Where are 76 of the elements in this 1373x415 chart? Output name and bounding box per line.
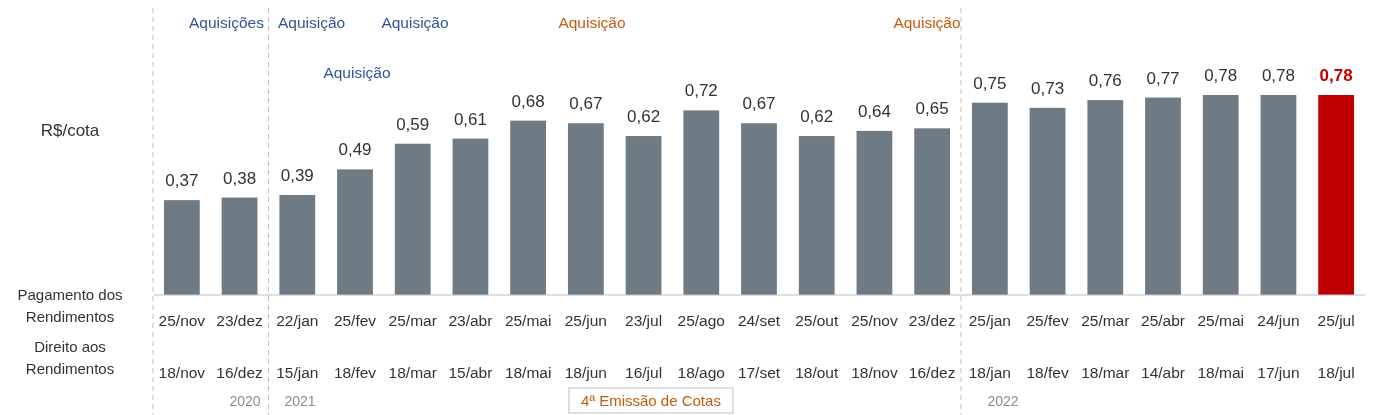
- category-label: 24/jun 17/jun: [1257, 312, 1300, 381]
- data-label: 0,76: [1088, 71, 1122, 91]
- data-label: 0,61: [453, 109, 487, 129]
- data-label: 0,49: [338, 140, 372, 160]
- data-label: 0,38: [223, 168, 257, 188]
- data-label: 0,68: [511, 91, 545, 111]
- bar: [279, 195, 316, 295]
- category-label: 23/abr 15/abr: [448, 312, 493, 381]
- text: Direito aos Rendimentos: [25, 338, 115, 377]
- text: Aquisição: [381, 14, 449, 31]
- bar: [221, 197, 258, 295]
- category-label: 25/ago 18/ago: [677, 312, 725, 381]
- data-label: 0,67: [569, 94, 603, 114]
- category-label: 25/mar 18/mar: [1081, 312, 1130, 381]
- category-label: 25/mai 18/mai: [504, 312, 552, 381]
- bar: [683, 110, 720, 295]
- category-label: 23/dez 16/dez: [216, 312, 263, 381]
- text: Aquisição: [558, 14, 626, 31]
- category-label: 24/set 17/set: [737, 312, 781, 381]
- text: 4ª Emissão de Cotas: [581, 392, 721, 409]
- category-label: 25/jan 18/jan: [968, 312, 1011, 381]
- category-label: 23/jul 16/jul: [625, 312, 663, 381]
- data-label: 0,67: [742, 94, 776, 114]
- text: 2020: [229, 393, 261, 409]
- data-label: 0,78: [1261, 66, 1295, 85]
- bar: [798, 136, 835, 295]
- bar: [337, 169, 373, 295]
- bar: [1145, 97, 1181, 295]
- text: 2022: [987, 393, 1019, 409]
- bar: [856, 130, 893, 295]
- data-label: 0,72: [684, 81, 718, 101]
- category-label: 25/jul 18/jul: [1317, 312, 1355, 381]
- data-label: 0,78: [1204, 66, 1238, 85]
- data-label: 0,75: [973, 73, 1007, 93]
- category-label: 22/jan 15/jan: [276, 312, 319, 381]
- bar: [567, 123, 604, 295]
- category-label: 25/mar 18/mar: [388, 312, 437, 381]
- bar: [510, 120, 547, 295]
- data-label: 0,62: [627, 107, 661, 127]
- data-label: 0,62: [800, 107, 834, 127]
- bar: [394, 143, 431, 295]
- category-label: 25/mai 18/mai: [1197, 312, 1244, 381]
- bar: [452, 138, 489, 295]
- bar: [971, 102, 1008, 295]
- bar: [625, 136, 662, 295]
- bar: [741, 123, 777, 295]
- category-label: 25/out 18/out: [795, 312, 839, 381]
- category-label: 25/fev 18/fev: [333, 312, 377, 381]
- y-axis-title: R$/cota: [40, 121, 100, 140]
- text: Aquisição: [323, 64, 391, 81]
- category-label: 25/nov 18/nov: [158, 312, 206, 381]
- data-label: 0,37: [165, 171, 199, 191]
- data-label: 0,65: [915, 99, 949, 119]
- data-label: 0,77: [1146, 68, 1180, 88]
- bar: [914, 128, 951, 295]
- category-label: 25/nov 18/nov: [851, 312, 898, 381]
- data-label: 0,39: [280, 166, 314, 185]
- data-label: 0,59: [396, 114, 430, 134]
- text: Aquisição: [893, 14, 961, 31]
- category-label: 25/jun 18/jun: [564, 312, 607, 381]
- data-label: 0,64: [857, 101, 891, 121]
- bar: [1202, 95, 1239, 295]
- bar: [1318, 95, 1355, 295]
- bar: [1087, 100, 1124, 295]
- bar: [1260, 95, 1297, 295]
- bar: [163, 200, 200, 295]
- data-label: 0,78: [1319, 66, 1353, 85]
- category-label: 25/fev 18/fev: [1026, 312, 1069, 381]
- category-label: 25/abr 14/abr: [1141, 312, 1185, 381]
- text: Aquisição: [278, 14, 346, 31]
- bar: [1029, 107, 1066, 295]
- text: Aquisições: [189, 14, 265, 31]
- data-label: 0,73: [1031, 78, 1065, 98]
- text: Pagamento dos Rendimentos: [17, 286, 123, 325]
- text: 2021: [284, 393, 316, 409]
- category-label: 23/dez 16/dez: [908, 312, 956, 381]
